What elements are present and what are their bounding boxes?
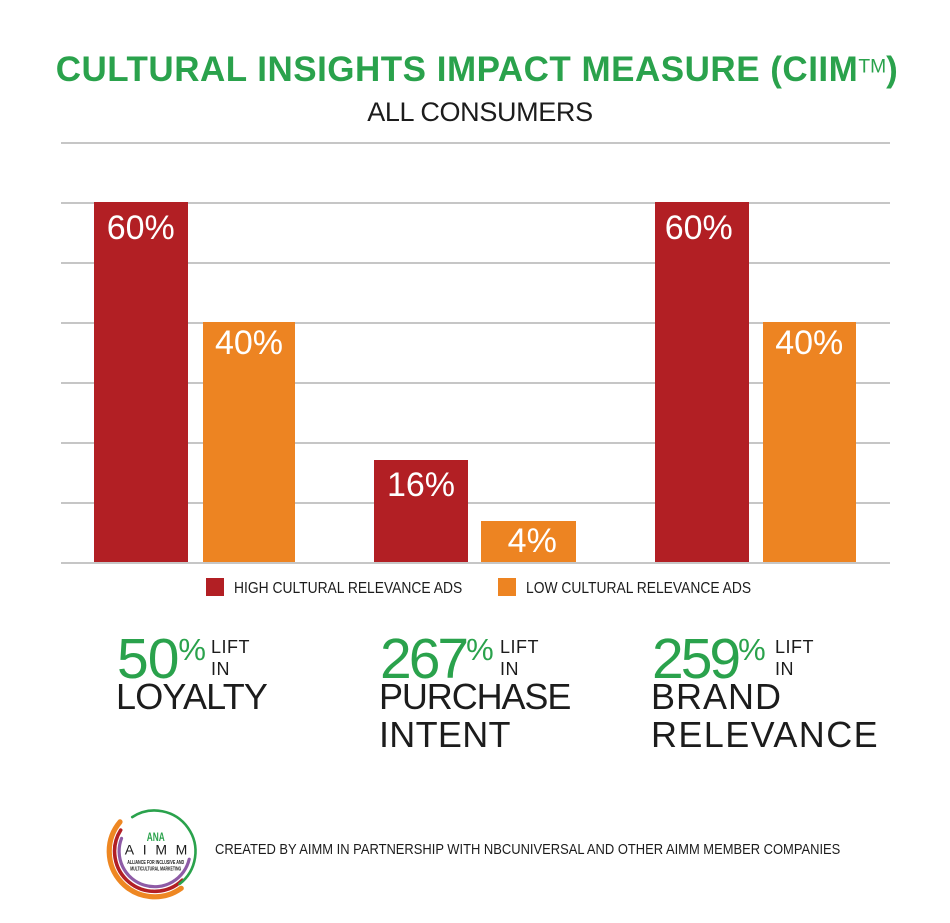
svg-text:ANA: ANA: [147, 830, 165, 844]
svg-text:AIMM: AIMM: [125, 842, 196, 858]
svg-text:MULTICULTURAL MARKETING: MULTICULTURAL MARKETING: [130, 867, 181, 873]
svg-text:ALLIANCE FOR INCLUSIVE AND: ALLIANCE FOR INCLUSIVE AND: [127, 860, 184, 866]
